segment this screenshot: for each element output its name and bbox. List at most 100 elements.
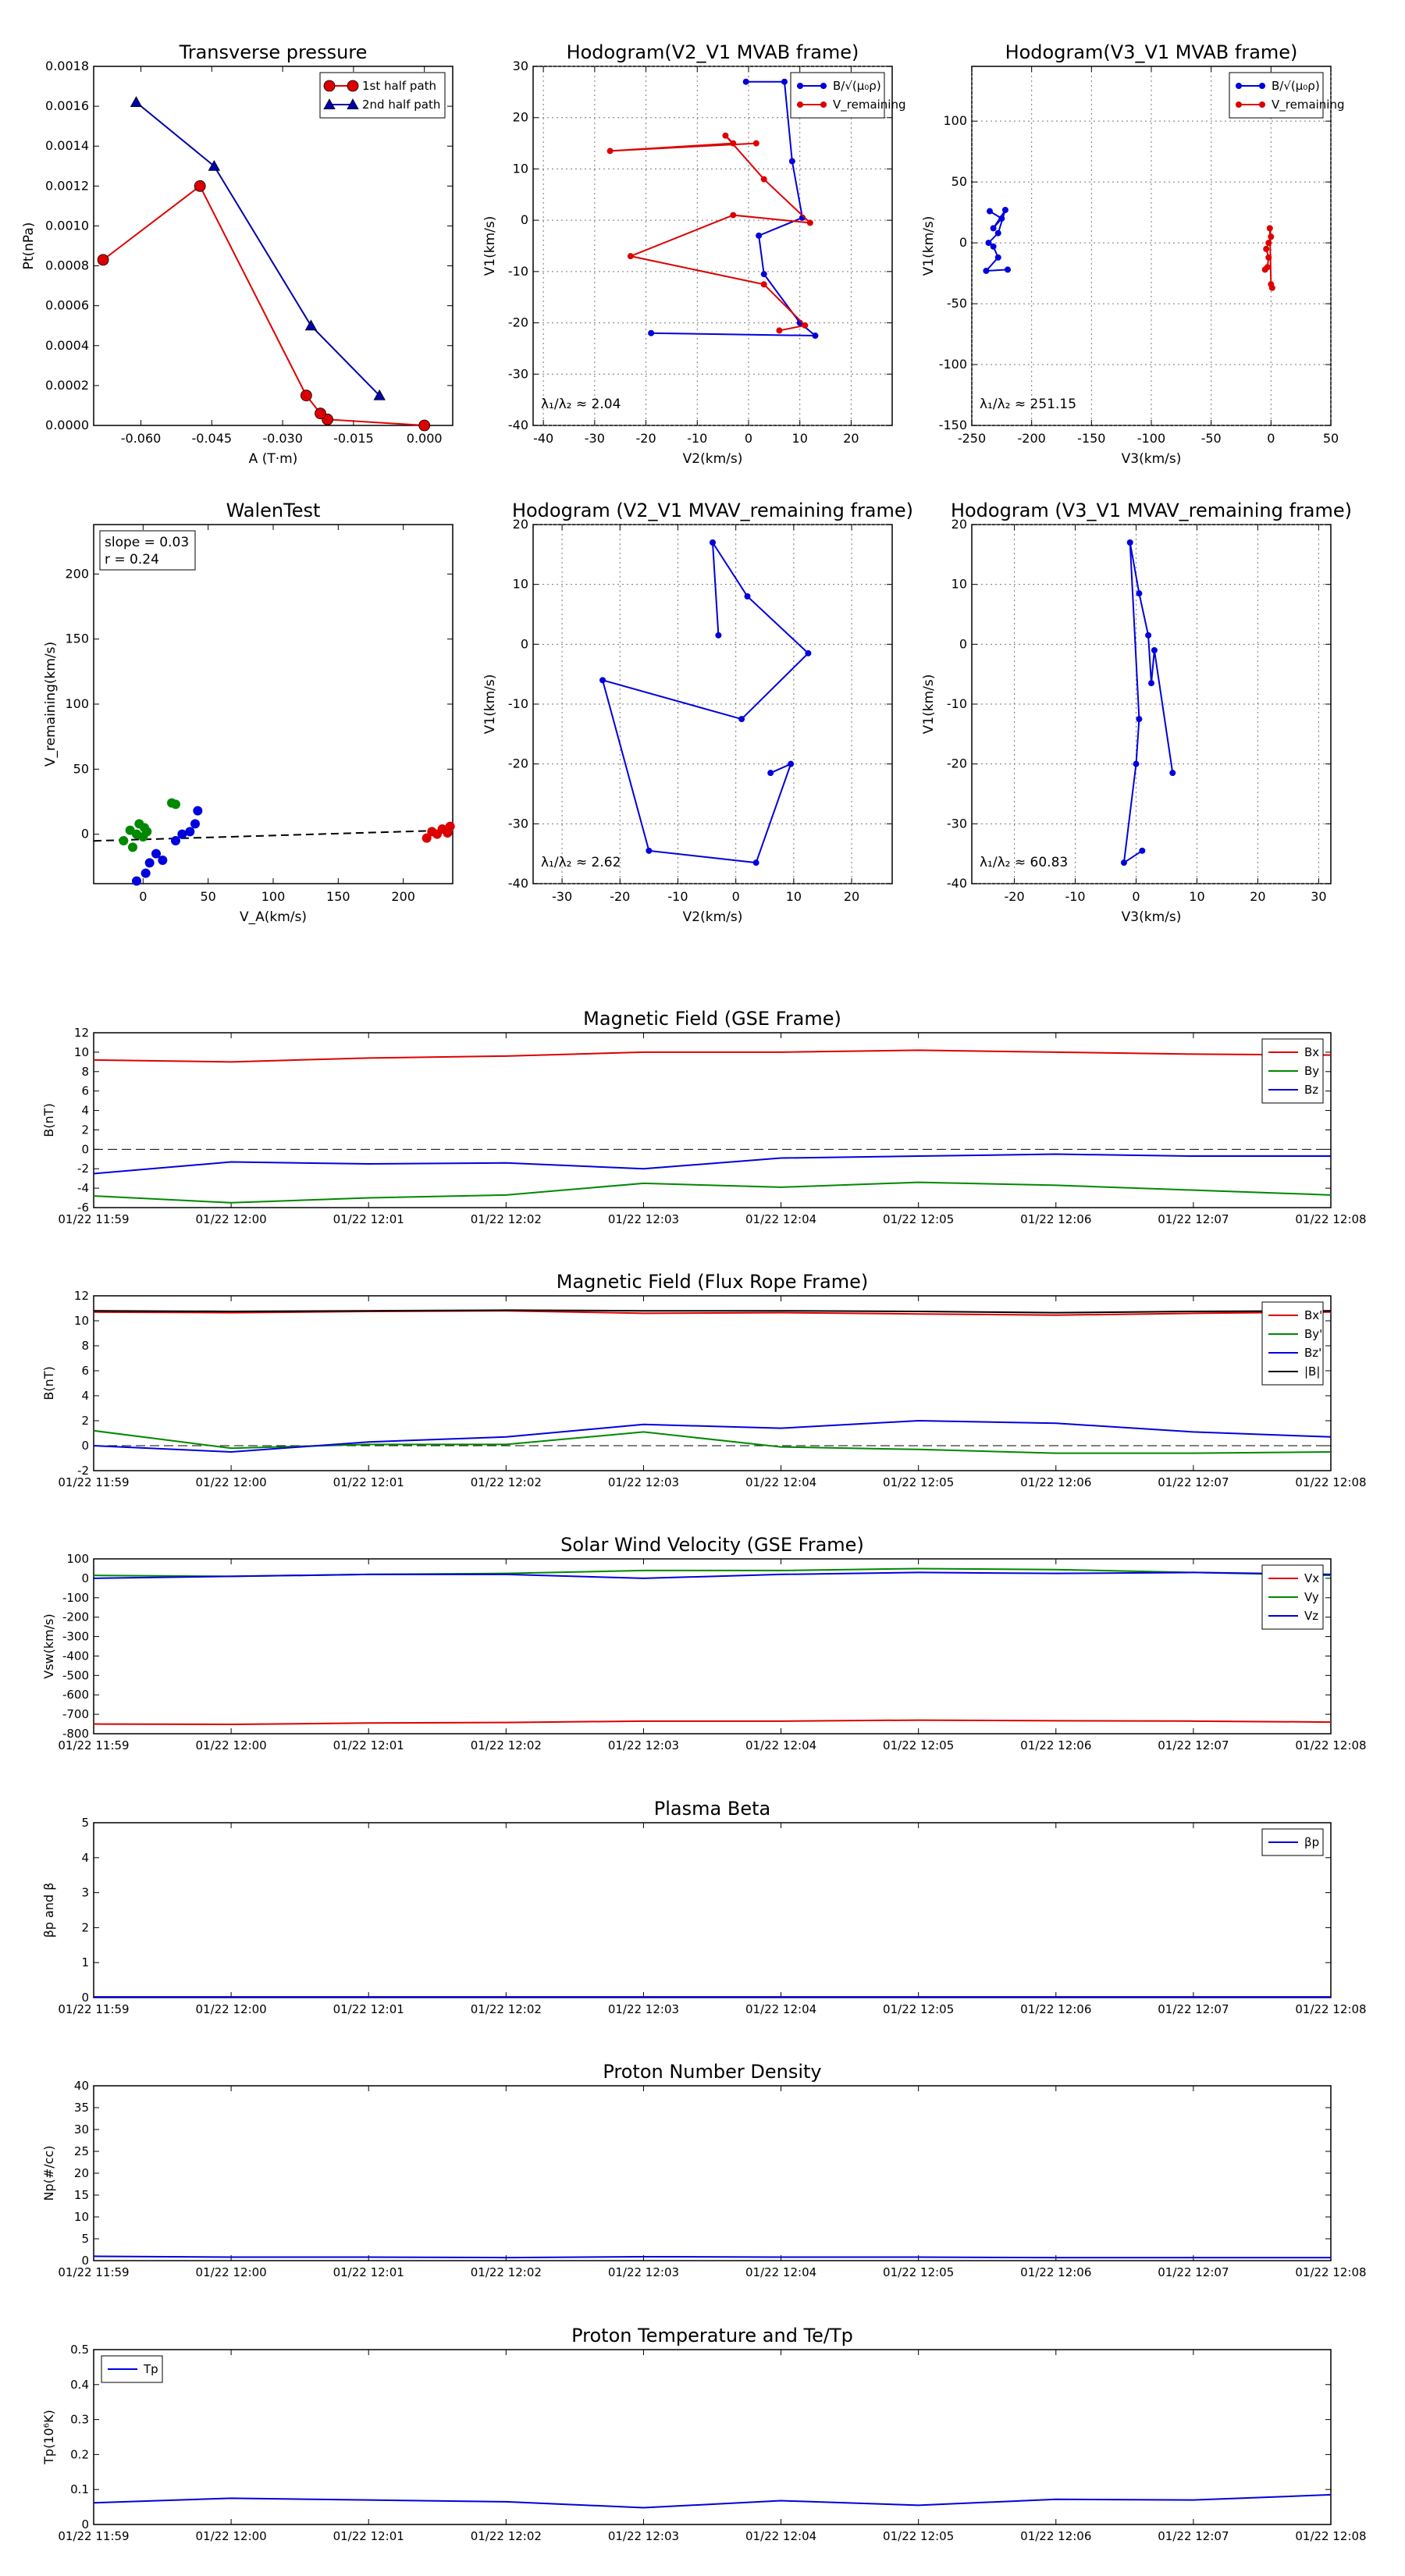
x-tick-label: 01/22 12:07 (1158, 1475, 1229, 1489)
series-line (93, 1419, 1332, 1453)
eigenvalue-ratio: λ₁/λ₂ ≈ 2.04 (541, 397, 621, 412)
x-tick-label: 01/22 12:00 (195, 1212, 266, 1226)
data-point (418, 419, 431, 432)
y-tick-label: 10 (74, 2210, 89, 2224)
data-point (1136, 590, 1143, 597)
x-tick-label: 01/22 12:07 (1158, 2002, 1229, 2016)
y-tick-label: -20 (947, 756, 967, 771)
y-axis-label: V1(km/s) (482, 674, 498, 735)
plot-frame (93, 1822, 1332, 1998)
y-tick-label: -400 (62, 1649, 89, 1663)
y-tick-label: 100 (65, 696, 89, 711)
x-axis-label: V2(km/s) (683, 451, 743, 467)
x-tick-label: -40 (533, 431, 553, 446)
data-point (1005, 266, 1011, 273)
y-tick-label: -20 (508, 756, 528, 771)
x-tick-label: 01/22 12:05 (883, 2002, 954, 2016)
x-axis-label: V3(km/s) (1122, 909, 1182, 925)
data-point (185, 827, 195, 837)
plot-frame (93, 1295, 1332, 1471)
chart-bgse: 01/22 11:59 01/22 12:00 01/22 12:01 01/22 1… (41, 1008, 1367, 1226)
legend-label: βp (1304, 1835, 1319, 1849)
series-line (601, 539, 809, 864)
x-tick-label: 01/22 12:00 (195, 1475, 266, 1489)
series-line (651, 80, 818, 337)
x-tick-label: 01/22 12:06 (1020, 1212, 1091, 1226)
legend (319, 72, 446, 119)
data-point (158, 856, 168, 865)
y-tick-label: 0.0002 (45, 378, 89, 393)
data-point (1265, 240, 1272, 247)
y-tick-label: 0 (81, 1571, 89, 1585)
data-point (140, 868, 151, 878)
x-tick-label: 0 (745, 431, 752, 446)
legend-label: V_remaining (1272, 98, 1345, 112)
chart-np: 01/22 11:59 01/22 12:00 01/22 12:01 01/22 1… (41, 2061, 1367, 2279)
chart-hodo13: -250 -200 -150 -100 -50 0 50 -150 -100 -50 0 50 100 H… (921, 41, 1345, 467)
x-tick-label: 01/22 12:06 (1020, 2002, 1091, 2016)
plot-frame (93, 2085, 1332, 2261)
data-point (1266, 225, 1273, 232)
x-tick-label: -20 (610, 889, 630, 904)
y-tick-label: 25 (74, 2144, 89, 2158)
y-tick-label: -40 (947, 876, 967, 891)
y-tick-label: 4 (81, 1389, 89, 1403)
y-tick-label: 0.0012 (45, 178, 89, 193)
chart-title: Hodogram (V3_V1 MVAV_remaining frame) (951, 500, 1352, 521)
y-axis-label: V1(km/s) (482, 216, 498, 276)
y-tick-label: 4 (81, 1104, 89, 1118)
data-point (300, 390, 312, 402)
x-tick-label: 01/22 12:04 (745, 2529, 816, 2543)
chart-vsw: 01/22 11:59 01/22 12:00 01/22 12:01 01/22 1… (41, 1534, 1367, 1752)
data-point (730, 140, 737, 147)
y-axis-label: Np(#/cc) (41, 2146, 56, 2201)
r-text: r = 0.24 (105, 552, 159, 568)
x-tick-label: 01/22 12:00 (195, 2529, 266, 2543)
chart-title: Magnetic Field (Flux Rope Frame) (557, 1271, 868, 1293)
x-tick-label: -10 (1065, 889, 1085, 904)
x-tick-label: 01/22 11:59 (58, 1738, 129, 1752)
y-tick-label: 20 (951, 517, 967, 532)
data-point (627, 253, 634, 260)
chart-title: Hodogram(V2_V1 MVAB frame) (567, 41, 859, 63)
y-tick-label: 0 (521, 212, 528, 227)
legend-label: Bz (1304, 1083, 1318, 1097)
y-tick-label: -150 (939, 418, 967, 432)
data-point (1133, 760, 1140, 767)
x-tick-label: 01/22 12:05 (883, 1212, 954, 1226)
data-point (797, 101, 803, 108)
x-tick-label: 01/22 12:07 (1158, 1212, 1229, 1226)
data-point (144, 858, 155, 868)
y-tick-label: 0 (81, 1142, 89, 1156)
data-point (1126, 539, 1133, 546)
y-tick-label: 10 (513, 161, 528, 176)
data-point (208, 159, 221, 171)
data-point (119, 836, 129, 845)
plot-frame (93, 2349, 1332, 2525)
y-tick-label: 0.1 (70, 2482, 89, 2496)
y-tick-label: 10 (74, 1314, 89, 1328)
y-tick-label: -4 (77, 1181, 89, 1195)
x-tick-label: -50 (1201, 431, 1222, 446)
legend-label: |B| (1304, 1364, 1320, 1379)
data-point (797, 83, 803, 89)
data-point (788, 158, 795, 165)
data-point (445, 821, 455, 831)
data-point (1145, 632, 1152, 639)
legend-label: 1st half path (362, 79, 436, 93)
y-tick-label: 0 (81, 1439, 89, 1453)
series-line (610, 135, 813, 332)
y-tick-label: 5 (81, 2232, 89, 2246)
x-tick-label: -20 (1005, 889, 1025, 904)
data-point (606, 148, 614, 155)
data-point (1001, 207, 1008, 213)
data-point (781, 78, 788, 85)
series-line (135, 101, 380, 397)
data-point (760, 271, 767, 278)
y-tick-label: 200 (65, 566, 89, 581)
data-point (646, 847, 653, 854)
y-axis-label: B(nT) (41, 1366, 56, 1400)
chart-title: WalenTest (226, 500, 321, 521)
y-tick-label: 4 (81, 1851, 89, 1865)
y-tick-label: 0.0018 (45, 59, 89, 73)
